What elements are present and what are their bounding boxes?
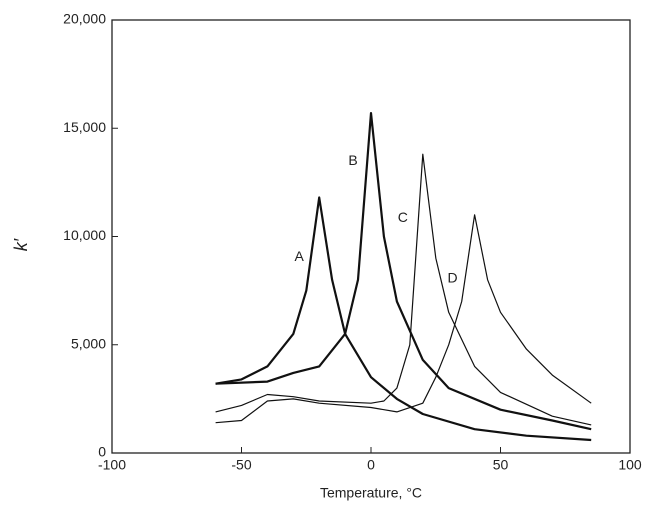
plot-frame [111,19,631,454]
series-label: A [295,248,305,264]
x-tick-label: -100 [98,457,126,473]
series-line [215,196,592,442]
series-line [215,112,592,431]
series-line [215,153,592,426]
series-label: D [448,270,458,286]
x-tick-label: -50 [231,457,251,473]
series-label: C [398,209,408,225]
y-tick-label: 20,000 [63,11,106,27]
series-label: B [348,152,357,168]
x-tick-label: 100 [618,457,642,473]
y-axis-label: k′ [11,238,31,251]
series-line [215,214,592,424]
x-tick-label: 0 [367,457,375,473]
y-tick-label: 0 [98,444,106,460]
y-tick-label: 5,000 [71,335,106,351]
x-axis-label: Temperature, °C [320,485,422,501]
x-tick-label: 50 [493,457,509,473]
y-tick-label: 15,000 [63,119,106,135]
y-tick-label: 10,000 [63,227,106,243]
